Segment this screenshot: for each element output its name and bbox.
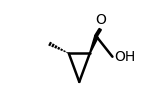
Text: O: O <box>95 13 106 26</box>
Text: OH: OH <box>115 50 136 64</box>
Polygon shape <box>90 36 98 53</box>
